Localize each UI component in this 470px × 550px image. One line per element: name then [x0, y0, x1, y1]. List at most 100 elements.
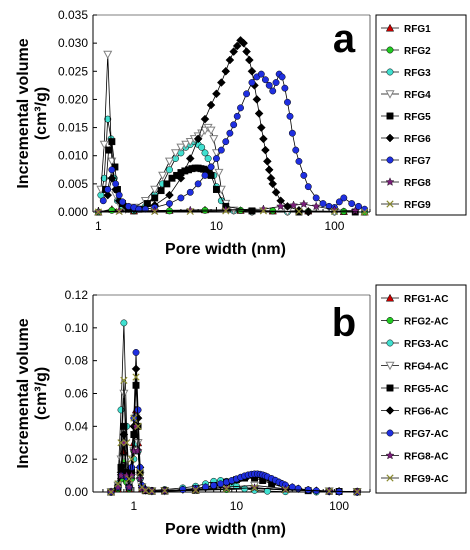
data-point — [165, 190, 174, 200]
data-point — [105, 146, 113, 154]
x-tick-label: 1 — [95, 219, 102, 233]
legend-marker — [386, 339, 394, 347]
data-point — [243, 90, 251, 98]
data-point — [248, 79, 256, 86]
legend-label: RFG1-AC — [404, 294, 448, 305]
y-tick-label: 0.06 — [65, 387, 89, 401]
data-point — [360, 208, 369, 216]
data-point — [268, 179, 278, 189]
data-point — [194, 180, 202, 188]
data-point — [104, 115, 112, 123]
y-tick-label: 0.020 — [58, 92, 88, 106]
legend-label: RFG9 — [404, 200, 431, 211]
legend-label: RFG7 — [404, 156, 431, 167]
data-point — [192, 486, 200, 494]
y-axis-unit: (cm³/g) — [33, 367, 50, 420]
data-point — [122, 439, 131, 447]
legend-label: RFG2-AC — [404, 317, 448, 328]
legend-marker — [385, 23, 395, 32]
data-point — [225, 55, 235, 65]
data-point — [256, 123, 266, 132]
data-point — [210, 481, 218, 489]
series-line — [110, 352, 358, 493]
legend-label: RFG2 — [404, 46, 431, 57]
data-point — [181, 140, 191, 150]
legend-marker — [386, 317, 394, 324]
y-tick-label: 0.010 — [58, 149, 88, 163]
data-point — [100, 174, 108, 182]
series-RFG7 — [99, 70, 369, 213]
y-tick-label: 0.005 — [58, 177, 88, 191]
data-point — [216, 78, 226, 87]
y-tick-label: 0.015 — [58, 121, 88, 135]
data-point — [150, 185, 160, 195]
data-point — [201, 149, 209, 157]
legend-marker — [386, 46, 394, 54]
data-point — [120, 319, 128, 327]
legend-label: RFG4-AC — [404, 362, 448, 373]
data-point — [212, 155, 220, 162]
data-point — [202, 483, 210, 491]
data-point — [164, 157, 174, 167]
data-point — [340, 194, 348, 202]
data-point — [209, 135, 219, 144]
data-point — [355, 202, 363, 210]
data-point — [350, 206, 360, 215]
data-point — [193, 134, 203, 144]
data-point — [114, 206, 124, 215]
legend-marker — [385, 361, 395, 371]
data-point — [179, 486, 187, 493]
data-point — [252, 95, 262, 104]
legend-marker — [386, 156, 394, 164]
data-point — [117, 439, 125, 447]
data-point — [103, 190, 113, 200]
data-point — [119, 389, 129, 399]
data-point — [166, 166, 173, 174]
data-point — [133, 446, 143, 455]
data-point — [312, 194, 320, 202]
x-axis-title: Pore width (nm) — [165, 521, 286, 538]
y-tick-label: 0.030 — [58, 36, 88, 50]
data-point — [128, 463, 136, 471]
data-point — [254, 109, 264, 118]
legend-label: RFG9-AC — [404, 474, 448, 485]
data-point — [115, 191, 123, 199]
data-point — [112, 180, 120, 188]
y-tick-label: 0.08 — [65, 354, 89, 368]
y-tick-label: 0.02 — [65, 452, 89, 466]
y-tick-label: 0.035 — [58, 8, 88, 22]
data-point — [99, 140, 109, 150]
data-point — [134, 406, 142, 414]
data-point — [163, 180, 171, 188]
data-point — [212, 186, 220, 193]
x-tick-label: 10 — [230, 499, 244, 513]
data-point — [131, 364, 141, 374]
data-point — [311, 201, 321, 211]
data-point — [170, 149, 181, 158]
y-axis-title: Incremental volume — [15, 318, 32, 468]
data-point — [127, 455, 136, 463]
data-point — [136, 468, 144, 476]
data-point — [115, 207, 123, 216]
data-point — [292, 146, 300, 154]
legend-label: RFG8-AC — [404, 452, 448, 463]
data-point — [198, 143, 206, 151]
data-point — [132, 349, 140, 356]
data-point — [207, 163, 215, 171]
legend-label: RFG1 — [404, 24, 431, 35]
data-point — [217, 146, 225, 154]
data-point — [206, 126, 216, 136]
data-point — [261, 76, 269, 84]
data-point — [284, 98, 291, 106]
chart-panel-a: 0.000 0.005 0.010 0.015 0.020 0.025 0.030 0.035… — [15, 8, 467, 258]
legend-marker — [385, 133, 395, 143]
data-point — [108, 166, 116, 174]
data-point — [319, 200, 327, 208]
data-point — [278, 73, 286, 81]
data-point — [120, 422, 128, 430]
data-point — [214, 168, 224, 178]
data-point — [161, 487, 169, 495]
data-point — [265, 81, 273, 89]
data-point — [158, 171, 168, 181]
data-point — [237, 206, 244, 214]
